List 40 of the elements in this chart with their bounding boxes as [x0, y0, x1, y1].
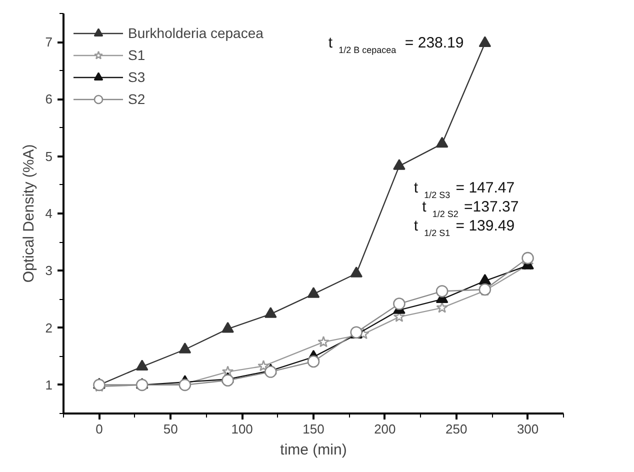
- x-tick-label: 100: [231, 422, 253, 436]
- y-axis-title: Optical Density (%A): [20, 144, 38, 283]
- point: [350, 266, 363, 278]
- x-tick-label: 50: [163, 422, 178, 436]
- point: [136, 360, 148, 370]
- x-tick-label: 250: [446, 422, 468, 436]
- point: [436, 302, 448, 313]
- y-tick-label: 1: [45, 377, 53, 392]
- x-tick-label: 0: [96, 422, 103, 436]
- point: [436, 136, 448, 148]
- point: [307, 355, 320, 368]
- point: [264, 366, 277, 378]
- y-tick-label: 4: [45, 206, 53, 221]
- point: [478, 36, 492, 48]
- x-tick-label: 200: [374, 422, 396, 436]
- point: [318, 336, 330, 348]
- point: [222, 374, 234, 386]
- legend-label: S3: [128, 69, 146, 85]
- x-tick-label: 300: [516, 422, 539, 436]
- y-tick-label: 7: [45, 34, 53, 50]
- y-tick-label: 2: [45, 320, 53, 336]
- y-tick-label: 5: [45, 148, 53, 164]
- point: [222, 322, 234, 333]
- y-tick-label: 3: [45, 263, 53, 278]
- legend-label: S1: [128, 47, 146, 63]
- point: [264, 307, 277, 318]
- y-tick-label: 6: [45, 92, 53, 107]
- point: [178, 378, 192, 392]
- point: [393, 298, 406, 310]
- x-axis-title: time (min): [280, 442, 347, 458]
- point: [258, 360, 270, 372]
- point: [178, 342, 192, 354]
- legend-label: S2: [128, 91, 146, 107]
- point: [436, 285, 448, 298]
- legend-label: Burkholderia cepacea: [128, 25, 264, 41]
- point: [478, 274, 492, 285]
- point: [393, 159, 406, 170]
- point: [522, 252, 534, 264]
- point: [307, 287, 320, 298]
- x-tick-label: 150: [302, 422, 324, 436]
